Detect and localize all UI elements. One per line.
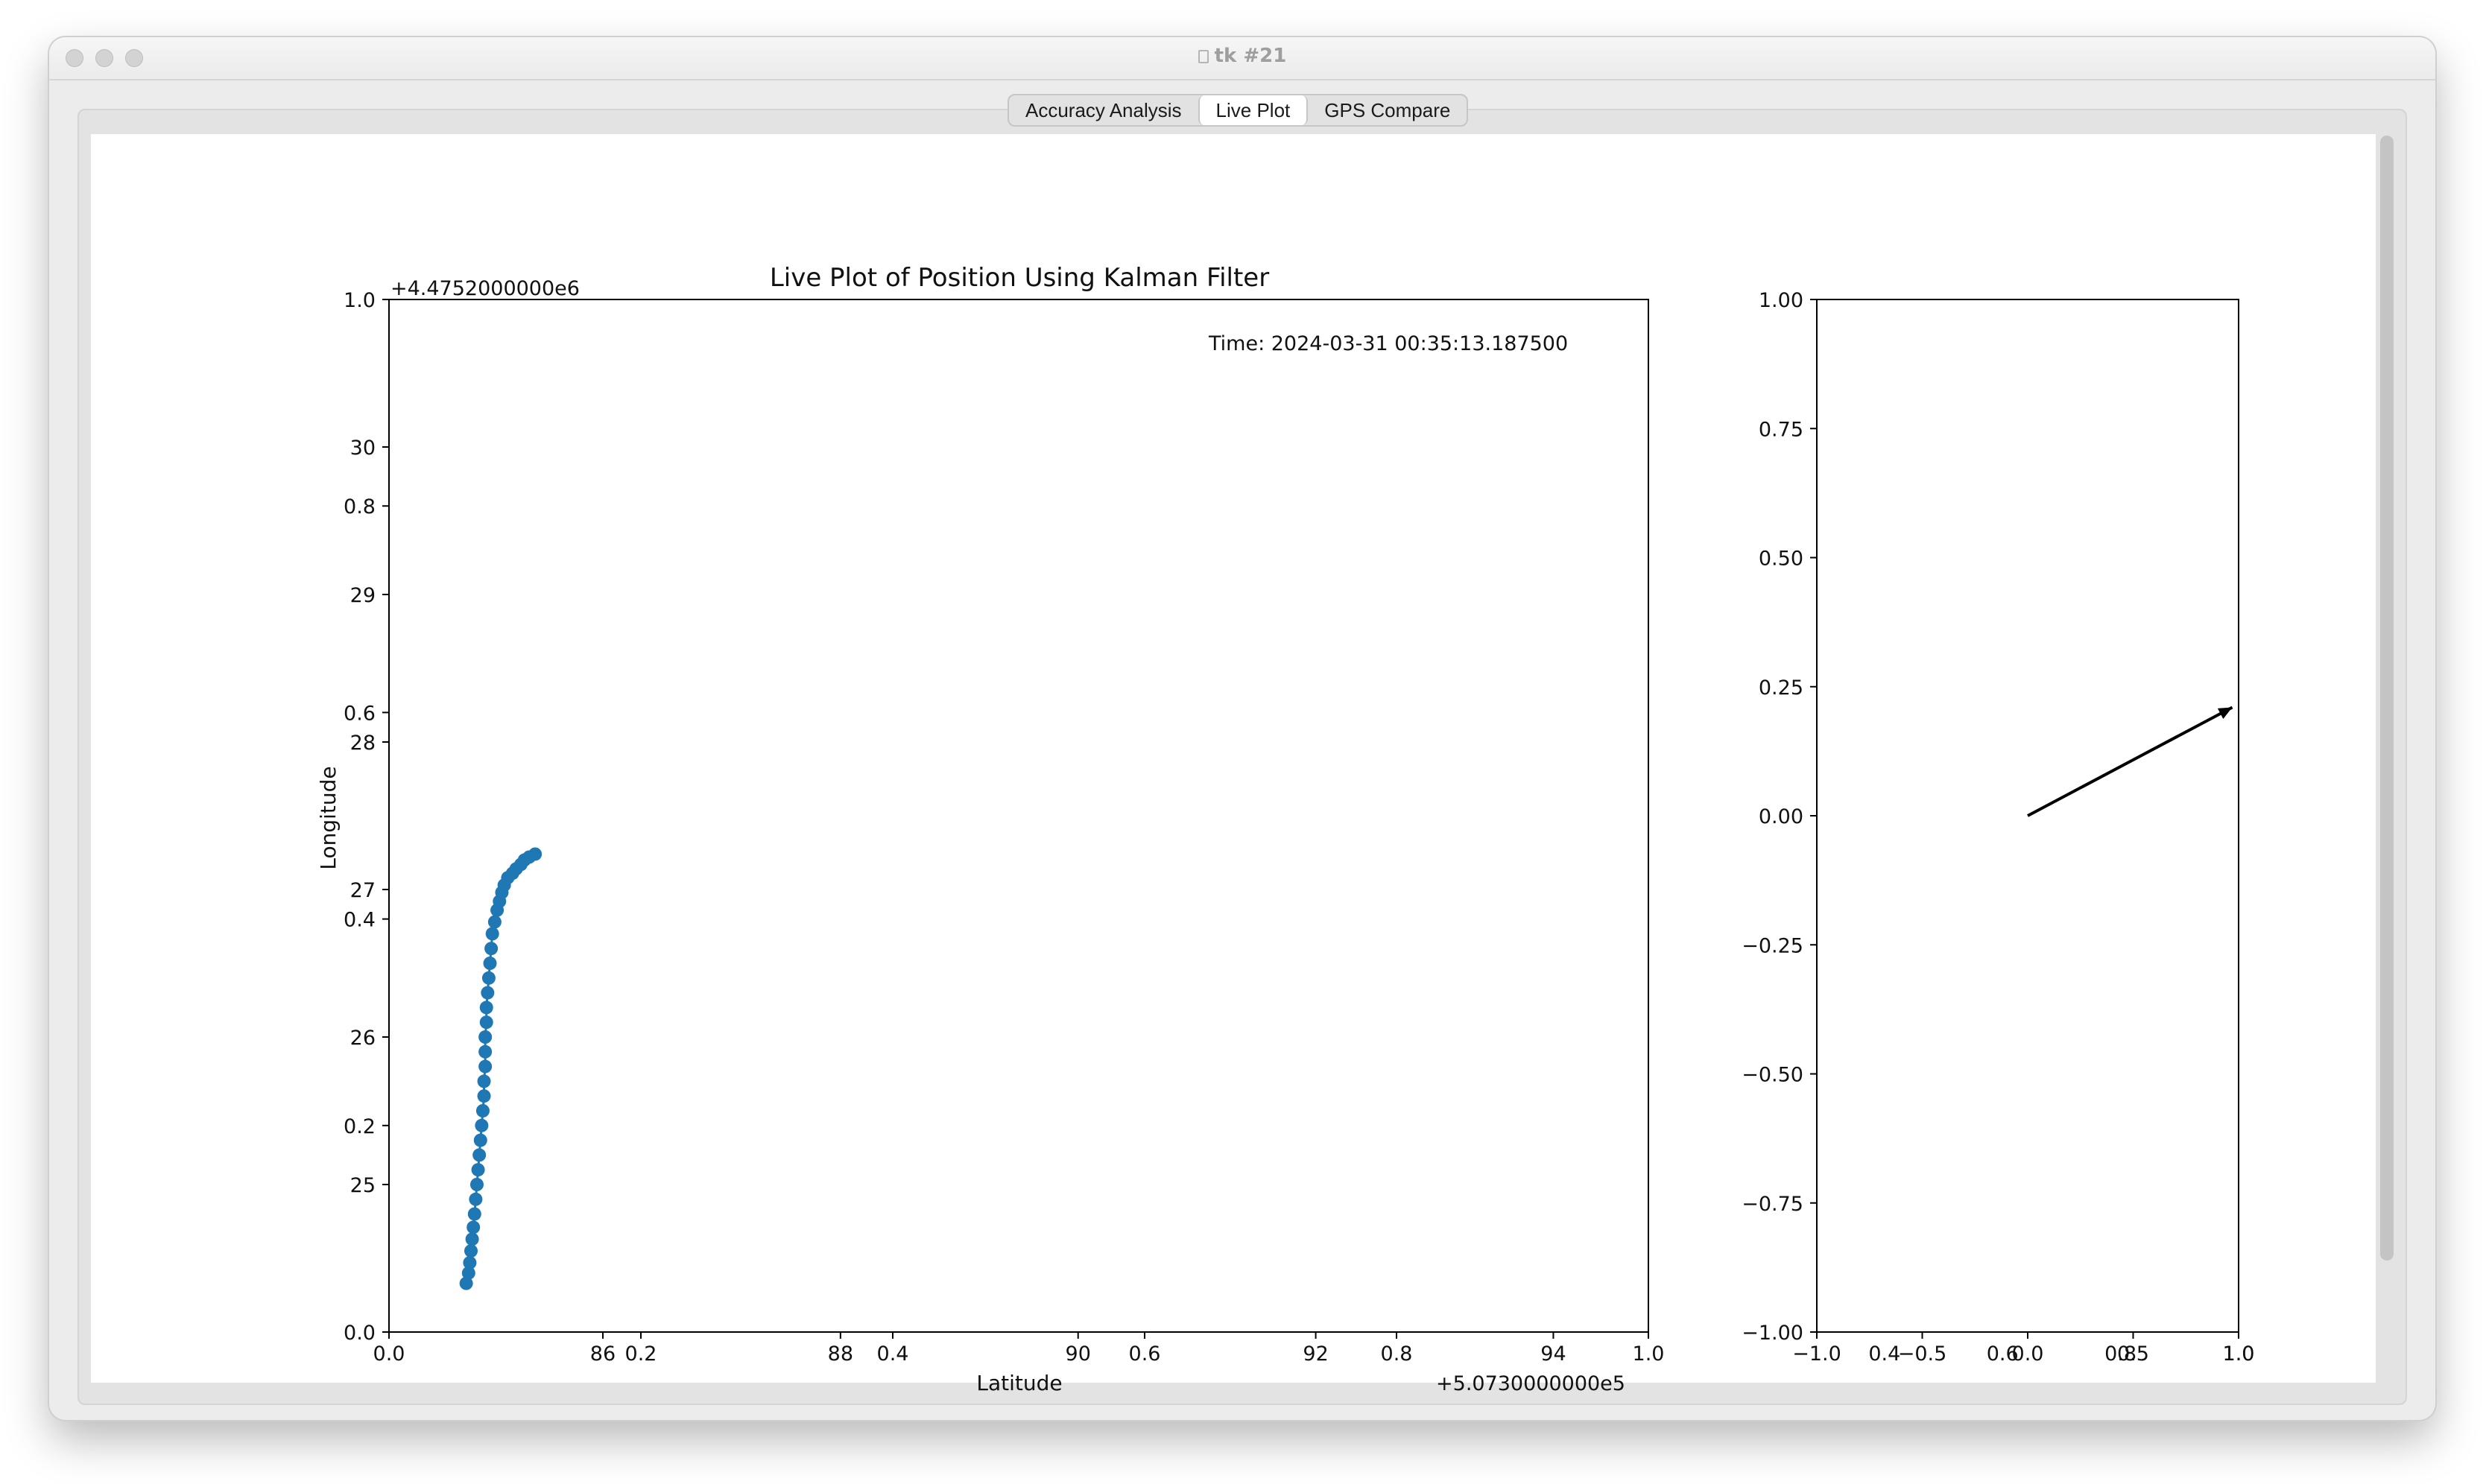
quiver-x-tick-label: −1.0 (1792, 1342, 1841, 1366)
quiver-y-tick-label: −0.25 (1742, 934, 1803, 957)
tab-live-plot[interactable]: Live Plot (1198, 95, 1309, 125)
trajectory-point (464, 1244, 478, 1258)
trajectory-point (466, 1220, 481, 1234)
overlap-x-tick-label: 0.4 (1868, 1342, 1900, 1366)
primary-y-tick-label: 1.0 (344, 289, 376, 312)
trajectory-point (481, 971, 496, 985)
tab-bar: Accuracy Analysis Live Plot GPS Compare (1008, 94, 1469, 127)
series-layer (459, 847, 543, 1290)
trajectory-point (471, 1163, 485, 1177)
trajectory-point (478, 1059, 493, 1074)
y-offset-label: +4.4752000000e6 (390, 277, 580, 300)
trajectory-point (469, 1192, 483, 1206)
close-button[interactable] (66, 49, 83, 67)
data-y-tick-label: 28 (350, 732, 376, 755)
trajectory-point (487, 915, 502, 929)
primary-x-tick-label: 0.4 (877, 1342, 909, 1366)
title-bar: tk #21 (49, 37, 2435, 80)
trajectory-point (477, 1089, 491, 1103)
quiver-y-tick-label: 0.00 (1759, 805, 1803, 828)
x-offset-label: +5.0730000000e5 (1436, 1372, 1625, 1395)
primary-y-tick-label: 0.0 (344, 1322, 376, 1345)
quiver-x-tick-label: −0.5 (1898, 1342, 1947, 1366)
data-y-tick-label: 27 (350, 879, 376, 902)
zoom-button[interactable] (125, 49, 143, 67)
data-y-tick-label: 25 (350, 1174, 376, 1197)
primary-x-tick-label: 0.2 (625, 1342, 657, 1366)
tab-accuracy-analysis[interactable]: Accuracy Analysis (1025, 99, 1182, 121)
quiver-y-tick-label: 0.25 (1759, 676, 1803, 700)
trajectory-point (478, 1030, 493, 1044)
trajectory-point (467, 1207, 481, 1221)
primary-y-tick-label: 0.6 (344, 702, 376, 725)
quiver-x-tick-label: 1.0 (2223, 1342, 2255, 1366)
overlap-x-tick-label: 1.0 (2223, 1342, 2255, 1366)
trajectory-point (475, 1118, 489, 1132)
x-axis-label: Latitude (976, 1371, 1062, 1395)
time-annotation: Time: 2024-03-31 00:35:13.187500 (1208, 332, 1568, 355)
trajectory-point (463, 1255, 477, 1269)
chart-title: Live Plot of Position Using Kalman Filte… (770, 263, 1269, 293)
trajectory-point (473, 1133, 487, 1147)
direction-arrow-head (2217, 707, 2233, 719)
trajectory-point (485, 927, 499, 941)
data-x-tick-label: 92 (1303, 1342, 1328, 1366)
quiver-y-tick-label: −1.00 (1742, 1322, 1803, 1345)
vertical-scrollbar[interactable] (2380, 136, 2394, 1261)
quiver-y-tick-label: −0.75 (1742, 1193, 1803, 1216)
primary-y-tick-label: 0.2 (344, 1115, 376, 1138)
trajectory-point (465, 1232, 479, 1246)
data-y-tick-label: 29 (350, 584, 376, 607)
trajectory-point (479, 1001, 493, 1015)
primary-x-tick-label: 0.8 (1381, 1342, 1413, 1366)
trajectory-point (483, 957, 497, 970)
trajectory-point (481, 986, 495, 1000)
primary-x-tick-label: 1.0 (1633, 1342, 1665, 1366)
document-icon (1198, 50, 1209, 63)
plot-canvas (91, 134, 2376, 1383)
tab-gps-compare[interactable]: GPS Compare (1324, 99, 1451, 121)
main-axes-frame (388, 299, 1649, 1333)
trajectory-point (472, 1148, 487, 1162)
overlap-x-tick-label: 0.8 (2104, 1342, 2136, 1366)
trajectory-point (461, 1266, 475, 1280)
quiver-y-tick-label: 0.50 (1759, 548, 1803, 571)
trajectory-point (477, 1074, 491, 1088)
trajectory-point (475, 1104, 490, 1117)
trajectory-point (479, 1015, 493, 1030)
primary-x-tick-label: 0.6 (1129, 1342, 1161, 1366)
data-x-tick-label: 94 (1540, 1342, 1566, 1366)
primary-y-tick-label: 0.8 (344, 495, 376, 519)
data-y-tick-label: 26 (350, 1027, 376, 1050)
direction-arrow-shaft (2027, 705, 2233, 817)
trajectory-point (459, 1276, 473, 1290)
trajectory-point (478, 1044, 493, 1059)
ticks-layer: 0.0 0.2 0.4 0.6 0.8 1.0 0.0 0.2 0.4 0.6 0.8 1.0 86 88… (344, 289, 2254, 1366)
window-title: tk #21 (1214, 45, 1287, 67)
trajectory-point (484, 942, 499, 956)
minimize-button[interactable] (95, 49, 113, 67)
data-y-tick-label: 30 (350, 437, 376, 460)
quiver-x-tick-label: 0.0 (2012, 1342, 2044, 1366)
quiver-y-tick-label: −0.50 (1742, 1064, 1803, 1087)
trajectory-point (469, 1178, 484, 1191)
quiver-y-tick-label: 0.75 (1759, 418, 1803, 441)
data-x-tick-label: 88 (828, 1342, 853, 1366)
window-title-row: tk #21 (49, 45, 2435, 67)
quiver-x-tick-label: 0.5 (2117, 1342, 2149, 1366)
primary-x-tick-label: 0.0 (373, 1342, 405, 1366)
quiver-y-tick-label: 1.00 (1759, 289, 1803, 312)
data-x-tick-label: 86 (590, 1342, 616, 1366)
y-axis-label: Longitude (316, 766, 341, 869)
quiver-layer (2027, 705, 2233, 817)
primary-y-tick-label: 0.4 (344, 909, 376, 932)
data-x-tick-label: 90 (1066, 1342, 1091, 1366)
overlap-x-tick-label: 0.6 (1987, 1342, 2019, 1366)
trajectory-point (528, 847, 543, 861)
